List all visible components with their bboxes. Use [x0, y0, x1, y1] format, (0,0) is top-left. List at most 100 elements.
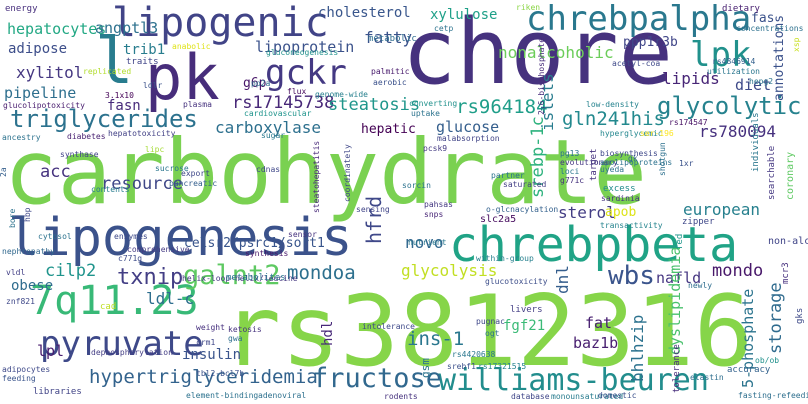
- word-lpl: lpl: [37, 342, 65, 360]
- word-hepatocytes: hepatocytes: [7, 20, 107, 38]
- word-evolutionary: evolutionary: [560, 158, 618, 167]
- word-plasma: plasma: [183, 100, 212, 109]
- word-l: l: [95, 25, 134, 99]
- word-lipogenic: lipogenic: [112, 0, 329, 46]
- word-carbohydrate: carbohydrate: [4, 120, 647, 224]
- word-g771c: g771c: [560, 176, 585, 185]
- word-lipids: lipids: [662, 69, 720, 88]
- word-excess: excess: [603, 184, 636, 194]
- word-lipogenesis: lipogenesis: [8, 208, 353, 268]
- word-nutrient: cytosol: [38, 232, 72, 241]
- word-diet: diet: [735, 76, 772, 94]
- word-ser-196: ser-196: [640, 129, 674, 138]
- word-cilp2: cilp2: [45, 261, 97, 281]
- word-feeding: libraries: [33, 387, 82, 397]
- word-synthase: synthase: [60, 150, 99, 159]
- word-cardiovascular: cardiovascular: [244, 109, 312, 118]
- word-shotgun: sensing: [356, 205, 390, 214]
- word-dephosphorylation: tolerance: [672, 344, 682, 393]
- word-cetp: cetp: [434, 24, 454, 33]
- word-lpk: lpk: [690, 35, 752, 75]
- word-traits: traits: [126, 57, 159, 67]
- word-acetyl-coa: acetyl-coa: [612, 59, 661, 68]
- word-nonalcoholic: nonalcoholic: [498, 43, 614, 62]
- word-european: european: [683, 200, 761, 219]
- word-utilization: utilization: [707, 67, 760, 76]
- word-steatosis: steatosis: [328, 95, 421, 115]
- word-trib1: trib1: [123, 42, 166, 58]
- word-apob: apob: [605, 205, 637, 220]
- word-glycolysis: glycolysis: [401, 261, 498, 280]
- word-2,6-bisphosphate: 2,6-bisphosphate: [537, 37, 546, 115]
- word-glucotoxicity: newly: [688, 281, 713, 290]
- word-mcr3: ketosis: [228, 325, 262, 334]
- word-o-glcnacylation: slc2a5: [480, 214, 517, 225]
- word-insulin: insulin: [182, 347, 242, 363]
- word-srebf1: srebf1: [447, 362, 476, 371]
- word-hdl: hdl: [320, 320, 336, 346]
- word-pancreatic: pancreatic: [169, 179, 218, 188]
- word-livers: livers: [510, 305, 543, 315]
- word-triglycerides: triglycerides: [10, 105, 198, 133]
- word-lipoprotein: lipoprotein: [255, 38, 355, 56]
- word-g6p: g6p: [243, 76, 267, 91]
- word-riken: riken: [516, 3, 541, 12]
- word-rs4420638: dephosphorylation: [91, 348, 173, 357]
- word-bhlhzip: bhlhzip: [628, 314, 647, 382]
- word-pcsk9: pcsk9: [423, 144, 448, 153]
- word-saturated: saturated: [503, 180, 547, 189]
- word-zipper: non-alcoholic: [768, 236, 808, 247]
- word-individuals: gks: [795, 307, 805, 324]
- word-non-alcoholic: contents: [91, 185, 130, 194]
- word-crm1: intolerance: [362, 322, 415, 331]
- word-pk: pk: [145, 41, 220, 114]
- word-domestic: fasting-refeeding: [738, 391, 808, 400]
- word-converting: converting: [409, 99, 458, 108]
- word-newly: mcr3: [781, 262, 791, 284]
- word-sorcin: sorcin: [402, 181, 431, 190]
- word-znf821: znf821: [6, 297, 35, 306]
- word-monounsaturated: domestic: [598, 391, 637, 400]
- word-concentrations: concentrations: [736, 24, 804, 33]
- word-pugnac: pugnac: [476, 317, 505, 326]
- word-contents: nutrient: [408, 238, 447, 247]
- word-rs17145738: rs17145738: [232, 93, 335, 113]
- word-export: export: [181, 169, 210, 178]
- word-glycolytic: glycolytic: [657, 92, 802, 120]
- word-sensing: pahsas: [424, 200, 453, 209]
- word-1xr: 1xr: [679, 159, 694, 168]
- word-anabolic: anabolic: [172, 42, 211, 51]
- word-tbl2-bcl7b: adenoviral: [258, 391, 307, 400]
- word-7q11.23: 7q11.23: [30, 278, 199, 324]
- word-searchable: fed: [675, 233, 685, 250]
- word-mondoa: mondoa: [287, 262, 356, 284]
- word-rs174547: rs174547: [669, 118, 708, 127]
- word-fat: fat: [585, 314, 613, 332]
- word-comprehensive: c771g: [118, 254, 143, 263]
- word-synthesis: sensor: [288, 230, 317, 239]
- word-ancestry: ancestry: [2, 133, 41, 142]
- word-adenoviral: rodents: [384, 392, 418, 401]
- word-txnip: txnip: [117, 265, 184, 290]
- word-chrebpbeta: chrebpbeta: [449, 217, 738, 273]
- word-wbs: wbs: [608, 261, 655, 291]
- word-accuracy: ob/ob: [755, 356, 780, 365]
- word-evolutionary: searchable: [767, 145, 777, 200]
- word-aerobic: aerobic: [373, 78, 407, 87]
- word-glucose: glucose: [436, 118, 500, 136]
- word-slc2a5: transactivity: [600, 221, 663, 230]
- word-fas: fas: [751, 11, 775, 26]
- word-gk: gk: [628, 154, 638, 163]
- word-ob-ob: adipocytes: [2, 365, 51, 374]
- word-vldl: vldl: [6, 268, 26, 277]
- word-metabolites: within-group: [476, 254, 534, 263]
- word-sugar: sugar: [261, 131, 286, 140]
- word-rodents: database: [511, 392, 550, 401]
- word-partner: o-glcnacylation: [486, 205, 559, 214]
- word-sensor: nephropathy: [2, 247, 55, 256]
- word-rs17321515: rs17321515: [478, 362, 527, 371]
- word-gsm: rs4420638: [452, 350, 496, 359]
- word-helix-loop-helix: metabolites: [226, 273, 286, 283]
- word-within-group: glucotoxicity: [485, 277, 548, 286]
